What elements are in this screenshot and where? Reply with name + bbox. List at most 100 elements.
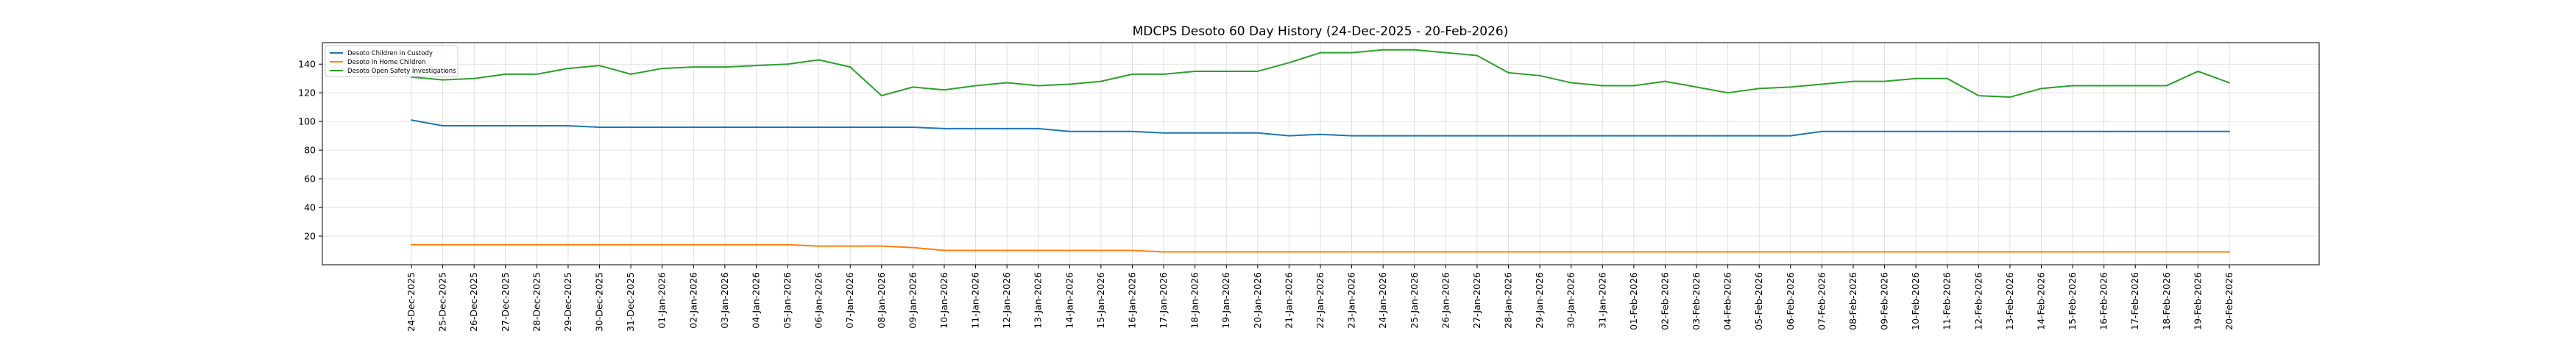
data-point: [1351, 135, 1353, 137]
data-point: [2134, 131, 2137, 132]
data-point: [1727, 92, 1729, 93]
x-tick-label: 08-Jan-2026: [876, 272, 887, 329]
data-point: [849, 66, 852, 68]
data-point: [1320, 133, 1321, 135]
x-tick-label: 10-Feb-2026: [1910, 272, 1921, 330]
data-point: [974, 128, 977, 129]
data-point: [1664, 135, 1666, 137]
data-point: [1131, 74, 1133, 75]
data-point: [1445, 51, 1447, 54]
x-tick-label: 26-Jan-2026: [1440, 272, 1451, 329]
data-point: [849, 245, 852, 247]
data-point: [1978, 95, 1980, 96]
legend-label: Desoto Open Safety Investigations: [347, 68, 456, 75]
legend: Desoto Children in Custody Desoto In Home…: [325, 45, 459, 77]
data-point: [536, 125, 538, 126]
data-point: [1570, 251, 1572, 253]
data-point: [2103, 85, 2105, 87]
data-point: [1883, 251, 1886, 253]
data-point: [880, 245, 882, 247]
x-tick-label: 26-Dec-2025: [468, 272, 479, 332]
data-point: [787, 63, 788, 65]
data-point: [1037, 85, 1039, 87]
x-tick-label: 19-Jan-2026: [1220, 272, 1231, 329]
x-tick-label: 03-Jan-2026: [719, 272, 730, 329]
x-tick-label: 20-Jan-2026: [1252, 272, 1263, 329]
data-point: [2072, 251, 2073, 253]
legend-label: Desoto Children in Custody: [347, 50, 433, 57]
y-tick-label: 100: [298, 116, 316, 127]
data-point: [2166, 131, 2168, 132]
data-point: [787, 126, 788, 128]
x-tick-label: 11-Jan-2026: [970, 272, 981, 329]
data-point: [1821, 131, 1823, 132]
data-point: [849, 126, 852, 128]
data-point: [1131, 131, 1133, 132]
data-point: [1883, 80, 1886, 82]
data-point: [1633, 85, 1635, 87]
x-tick-label: 25-Dec-2025: [437, 272, 448, 332]
data-point: [1570, 82, 1572, 84]
data-point: [944, 128, 945, 129]
data-point: [1696, 251, 1697, 253]
data-point: [693, 243, 695, 246]
x-tick-label: 30-Dec-2025: [594, 272, 605, 332]
data-point: [630, 74, 631, 75]
data-point: [2040, 131, 2042, 132]
data-point: [1789, 251, 1791, 253]
data-point: [2103, 251, 2105, 253]
data-point: [724, 126, 726, 128]
x-tick-label: 04-Feb-2026: [1722, 272, 1733, 330]
data-point: [2134, 251, 2137, 253]
data-point: [1351, 51, 1353, 54]
data-point: [1476, 135, 1478, 137]
x-tick-label: 24-Jan-2026: [1377, 272, 1388, 329]
data-point: [1570, 135, 1572, 137]
data-point: [2134, 85, 2137, 87]
x-tick-label: 01-Feb-2026: [1628, 272, 1639, 330]
data-point: [661, 126, 663, 128]
data-point: [630, 126, 631, 128]
data-point: [1320, 251, 1321, 253]
data-point: [724, 243, 726, 246]
x-tick-label: 21-Jan-2026: [1283, 272, 1294, 329]
data-point: [2009, 96, 2011, 98]
x-tick-label: 06-Jan-2026: [813, 272, 824, 329]
data-point: [1257, 251, 1259, 253]
data-point: [912, 126, 914, 128]
x-tick-label: 11-Feb-2026: [1942, 272, 1953, 330]
x-tick-label: 31-Dec-2025: [625, 272, 636, 332]
y-axis: 20 40 60 80 100 120 140: [298, 59, 322, 242]
plot-frame: [322, 42, 2320, 265]
y-tick-label: 60: [304, 174, 316, 185]
x-tick-label: 27-Jan-2026: [1471, 272, 1482, 329]
data-point: [2166, 85, 2168, 87]
x-tick-label: 02-Jan-2026: [687, 272, 698, 329]
data-point: [661, 243, 663, 246]
x-tick-label: 29-Dec-2025: [562, 272, 573, 332]
data-point: [1320, 51, 1321, 54]
data-point: [1602, 251, 1604, 253]
x-tick-label: 31-Jan-2026: [1596, 272, 1607, 329]
data-point: [1351, 251, 1353, 253]
data-point: [442, 125, 444, 126]
data-point: [693, 126, 695, 128]
data-point: [2197, 251, 2199, 253]
data-point: [1163, 74, 1164, 75]
data-point: [2072, 131, 2073, 132]
data-point: [1163, 251, 1164, 253]
x-tick-label: 12-Jan-2026: [1001, 272, 1012, 329]
x-tick-label: 29-Jan-2026: [1534, 272, 1545, 329]
data-point: [2103, 131, 2105, 132]
data-point: [2197, 71, 2199, 72]
x-tick-label: 13-Jan-2026: [1033, 272, 1044, 329]
data-point: [504, 243, 506, 246]
data-point: [693, 66, 695, 68]
y-tick-label: 80: [304, 145, 316, 156]
data-point: [1664, 251, 1666, 253]
data-point: [1633, 135, 1635, 137]
x-tick-label: 19-Feb-2026: [2192, 272, 2203, 330]
data-point: [661, 68, 663, 69]
data-point: [1727, 135, 1729, 137]
x-tick-label: 18-Jan-2026: [1189, 272, 1200, 329]
